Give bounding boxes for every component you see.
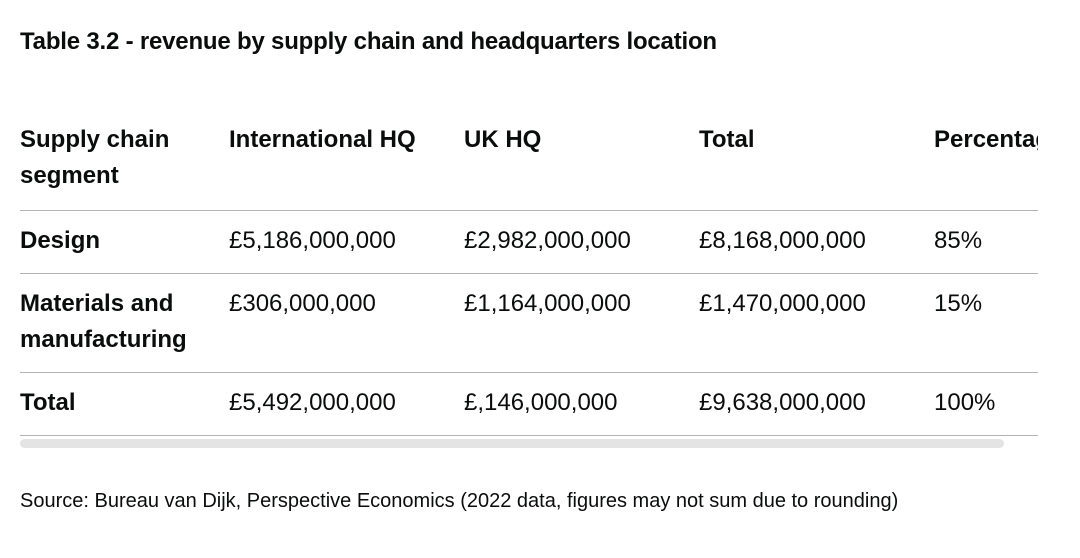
cell-text: £1,164,000,000 <box>464 290 631 317</box>
cell-text: Materials and manufacturing <box>20 290 187 353</box>
header-label: UK HQ <box>464 126 542 153</box>
cell-text: 85% <box>934 227 983 254</box>
table-cell: £1,164,000,000 <box>464 273 699 373</box>
header-row: Supply chain segment International HQ UK… <box>20 112 1038 211</box>
table-cell: 100% <box>934 372 1038 436</box>
revenue-table: Supply chain segment International HQ UK… <box>20 112 1038 436</box>
horizontal-scrollbar[interactable] <box>20 439 1004 448</box>
cell-text: £1,470,000,000 <box>699 290 866 317</box>
column-header-percentage: Percentage <box>934 112 1038 211</box>
cell-text: £,146,000,000 <box>464 389 618 416</box>
table-cell: £8,168,000,000 <box>699 210 934 274</box>
table-row-total: Total £5,492,000,000 £,146,000,000 £9,63… <box>20 372 1038 436</box>
table-cell: 15% <box>934 273 1038 373</box>
column-header-total: Total <box>699 112 934 211</box>
header-label: Percentage <box>934 126 1038 153</box>
table-cell: £9,638,000,000 <box>699 372 934 436</box>
table-cell: £2,982,000,000 <box>464 210 699 274</box>
cell-text: 100% <box>934 389 996 416</box>
table-body: Design £5,186,000,000 £2,982,000,000 £8,… <box>20 210 1038 436</box>
table-cell: £5,492,000,000 <box>229 372 464 436</box>
table-scroll-container[interactable]: Supply chain segment International HQ UK… <box>20 112 1038 436</box>
column-header-supply-chain-segment: Supply chain segment <box>20 112 229 211</box>
row-header-cell: Materials and manufacturing <box>20 273 229 373</box>
row-header-cell: Total <box>20 372 229 436</box>
cell-text: £8,168,000,000 <box>699 227 866 254</box>
cell-text: Total <box>20 389 76 416</box>
table-cell: £306,000,000 <box>229 273 464 373</box>
column-header-uk-hq: UK HQ <box>464 112 699 211</box>
header-label: International HQ <box>229 126 416 153</box>
table-row-design: Design £5,186,000,000 £2,982,000,000 £8,… <box>20 210 1038 274</box>
cell-text: Design <box>20 227 101 254</box>
table-source-note: Source: Bureau van Dijk, Perspective Eco… <box>20 490 899 512</box>
cell-text: £5,186,000,000 <box>229 227 396 254</box>
table-header: Supply chain segment International HQ UK… <box>20 112 1038 211</box>
table-cell: £5,186,000,000 <box>229 210 464 274</box>
header-label: Supply chain segment <box>20 126 170 189</box>
cell-text: £2,982,000,000 <box>464 227 631 254</box>
table-row-materials-and-manufacturing: Materials and manufacturing £306,000,000… <box>20 273 1038 373</box>
column-header-international-hq: International HQ <box>229 112 464 211</box>
table-caption: Table 3.2 - revenue by supply chain and … <box>20 28 717 55</box>
cell-text: £306,000,000 <box>229 290 376 317</box>
cell-text: £9,638,000,000 <box>699 389 866 416</box>
table-cell: 85% <box>934 210 1038 274</box>
header-label: Total <box>699 126 755 153</box>
row-header-cell: Design <box>20 210 229 274</box>
table-cell: £1,470,000,000 <box>699 273 934 373</box>
table-cell: £,146,000,000 <box>464 372 699 436</box>
cell-text: £5,492,000,000 <box>229 389 396 416</box>
cell-text: 15% <box>934 290 983 317</box>
